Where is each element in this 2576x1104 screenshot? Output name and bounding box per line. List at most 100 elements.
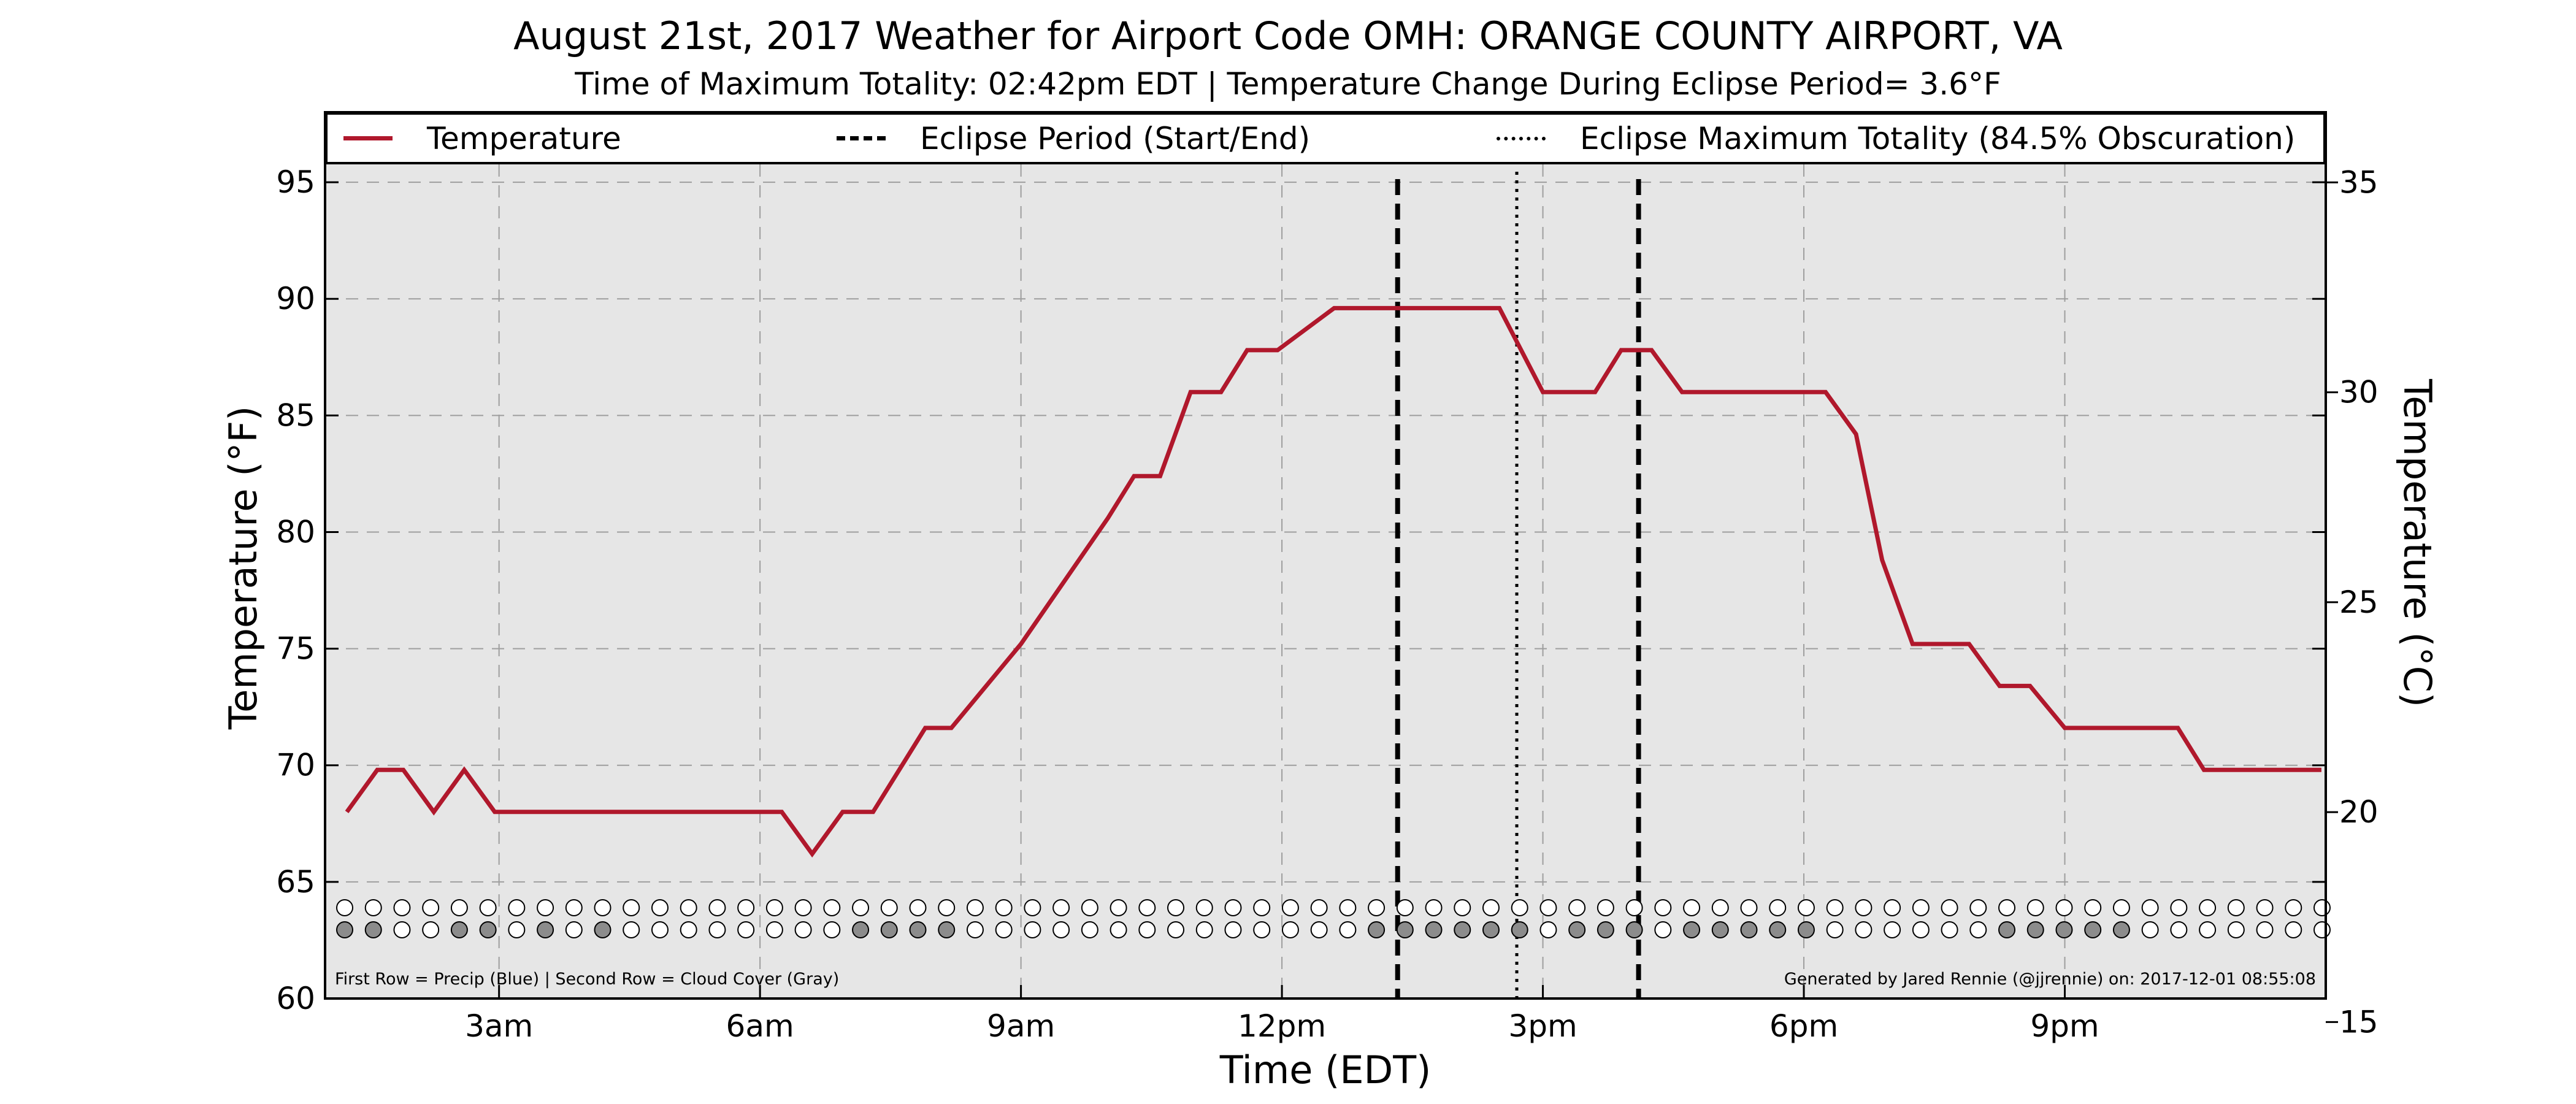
cloud-cover-marker <box>2227 921 2245 938</box>
x-tick-label: 6am <box>726 1008 794 1044</box>
cloud-cover-marker <box>594 921 611 938</box>
precip-marker <box>1884 899 1901 916</box>
eclipse-markers <box>1395 172 1641 999</box>
cloud-cover-marker <box>966 921 984 938</box>
precip-marker <box>1539 899 1557 916</box>
precip-marker <box>1482 899 1500 916</box>
precip-marker <box>336 899 353 916</box>
temperature-line <box>345 305 2321 858</box>
precip-marker <box>2313 899 2331 916</box>
precip-marker <box>1511 899 1528 916</box>
cloud-cover-marker <box>1654 921 1672 938</box>
cloud-cover-marker <box>537 921 554 938</box>
precip-marker <box>2112 899 2130 916</box>
precip-marker <box>1167 899 1185 916</box>
cloud-cover-marker <box>623 921 640 938</box>
cloud-cover-marker <box>1855 921 1873 938</box>
cloud-cover-marker <box>1625 921 1643 938</box>
cloud-cover-marker <box>1539 921 1557 938</box>
cloud-cover-marker <box>1081 921 1098 938</box>
cloud-cover-marker <box>1138 921 1156 938</box>
cloud-cover-marker <box>2084 921 2102 938</box>
precip-marker <box>1368 899 1386 916</box>
cloud-cover-marker <box>1797 921 1815 938</box>
precip-marker <box>680 899 697 916</box>
cloud-cover-marker <box>508 921 526 938</box>
precip-marker <box>2026 899 2044 916</box>
cloud-cover-marker <box>2199 921 2217 938</box>
cloud-cover-marker <box>1339 921 1357 938</box>
cloud-cover-marker <box>2055 921 2073 938</box>
cloud-cover-marker <box>450 921 468 938</box>
precip-marker <box>823 899 841 916</box>
precip-marker <box>1310 899 1328 916</box>
cloud-cover-marker <box>1769 921 1787 938</box>
precip-marker <box>1740 899 1758 916</box>
cloud-cover-marker <box>1482 921 1500 938</box>
cloud-cover-marker <box>1310 921 1328 938</box>
footer-left-note: First Row = Precip (Blue) | Second Row =… <box>335 970 839 989</box>
cloud-cover-marker <box>708 921 726 938</box>
precip-marker <box>1826 899 1844 916</box>
legend-item-eclipse-max: Eclipse Maximum Totality (84.5% Obscurat… <box>1497 115 2295 162</box>
cloud-cover-marker <box>1912 921 1930 938</box>
cloud-cover-marker <box>1368 921 1386 938</box>
y2-tick-label: 15 <box>2339 1004 2379 1040</box>
precip-marker <box>1769 899 1787 916</box>
cloud-cover-marker <box>938 921 956 938</box>
precip-marker <box>479 899 497 916</box>
cloud-cover-marker <box>680 921 697 938</box>
chart-subtitle: Time of Maximum Totality: 02:42pm EDT | … <box>575 66 2001 102</box>
cloud-cover-marker <box>1454 921 1471 938</box>
cloud-cover-marker <box>651 921 669 938</box>
precip-marker <box>623 899 640 916</box>
cloud-cover-marker <box>2141 921 2159 938</box>
y2-tick-label: 20 <box>2339 794 2379 830</box>
cloud-cover-marker <box>1998 921 2016 938</box>
x-axis-title: Time (EDT) <box>1219 1048 1432 1092</box>
cloud-cover-marker <box>1941 921 1958 938</box>
cloud-cover-marker <box>1683 921 1701 938</box>
cloud-cover-marker <box>1711 921 1729 938</box>
x-tick-label: 6pm <box>1769 1008 1838 1044</box>
precip-marker <box>1396 899 1414 916</box>
cloud-cover-marker <box>794 921 812 938</box>
precip-marker <box>1052 899 1070 916</box>
precip-marker <box>1855 899 1873 916</box>
x-tick-label: 9pm <box>2030 1008 2099 1044</box>
y2-tick-label: 35 <box>2339 164 2379 200</box>
cloud-cover-marker <box>1969 921 1987 938</box>
cloud-cover-marker <box>2170 921 2188 938</box>
x-tick-label: 9am <box>987 1008 1055 1044</box>
chart-title: August 21st, 2017 Weather for Airport Co… <box>513 13 2063 58</box>
precip-marker <box>966 899 984 916</box>
precip-marker <box>651 899 669 916</box>
y-tick-label: 80 <box>276 514 315 550</box>
cloud-cover-marker <box>1253 921 1271 938</box>
cloud-cover-marker <box>1052 921 1070 938</box>
cloud-cover-marker <box>364 921 382 938</box>
cloud-cover-marker <box>2112 921 2130 938</box>
precip-marker <box>938 899 956 916</box>
y-tick-label: 70 <box>276 748 315 783</box>
cloud-cover-marker <box>737 921 755 938</box>
precip-marker <box>852 899 870 916</box>
precip-marker <box>1024 899 1041 916</box>
precip-marker <box>422 899 440 916</box>
precip-marker <box>1339 899 1357 916</box>
precip-cloud-rows <box>336 899 2331 938</box>
precip-marker <box>1797 899 1815 916</box>
precip-marker <box>708 899 726 916</box>
legend-label-temperature: Temperature <box>427 120 621 156</box>
legend: Temperature Eclipse Period (Start/End) E… <box>325 112 2326 164</box>
cloud-cover-marker <box>2026 921 2044 938</box>
precip-marker <box>1568 899 1586 916</box>
precip-marker <box>1081 899 1098 916</box>
precip-marker <box>450 899 468 916</box>
precip-marker <box>508 899 526 916</box>
legend-item-temperature: Temperature <box>343 115 621 162</box>
precip-marker <box>565 899 583 916</box>
axes: 60 65 70 75 80 85 90 95 3am 6am 9am 12pm 3pm 6pm 9pm 15… <box>221 164 2440 1092</box>
